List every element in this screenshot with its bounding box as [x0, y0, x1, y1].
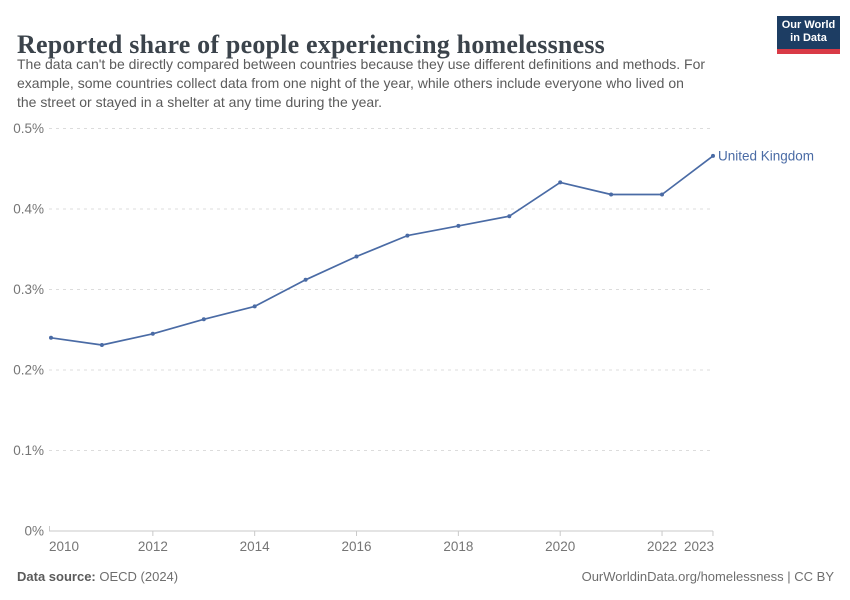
x-axis-tick-label: 2016: [341, 539, 371, 554]
x-axis-tick-label: 2012: [138, 539, 168, 554]
subtitle-line: example, some countries collect data fro…: [17, 75, 684, 91]
subtitle-line: The data can't be directly compared betw…: [17, 56, 706, 72]
y-axis-tick-label: 0.1%: [13, 443, 44, 458]
y-axis-tick-label: 0.5%: [13, 121, 44, 136]
line-series: [50, 155, 714, 346]
owid-logo: Our World in Data: [777, 16, 840, 54]
subtitle-line: the street or stayed in a shelter at any…: [17, 94, 382, 110]
data-point: [252, 304, 257, 309]
x-axis-tick-label: 2018: [443, 539, 473, 554]
data-source-value: OECD (2024): [95, 569, 179, 584]
owid-logo-line1: Our World: [781, 19, 836, 31]
data-point: [660, 192, 664, 197]
y-axis-tick-label: 0.4%: [13, 202, 44, 217]
data-point: [405, 233, 410, 238]
data-point: [711, 153, 715, 158]
owid-url-link[interactable]: OurWorldinData.org/homelessness | CC BY: [581, 569, 834, 584]
data-point: [201, 317, 206, 322]
x-axis-tick-label: 2020: [545, 539, 575, 554]
data-point: [49, 335, 53, 340]
x-axis-tick-label: 2022: [647, 539, 677, 554]
owid-logo-line2: in Data: [790, 32, 827, 44]
data-point: [558, 180, 563, 185]
y-axis-tick-label: 0.2%: [13, 363, 44, 378]
y-axis-tick-label: 0.3%: [13, 282, 44, 297]
data-point: [99, 343, 104, 347]
data-point: [303, 277, 308, 282]
data-source-label: Data source:: [17, 569, 96, 584]
chart-subtitle: The data can't be directly compared betw…: [17, 55, 762, 112]
data-point: [507, 214, 512, 219]
y-axis-tick-label: 0%: [24, 524, 44, 539]
data-source: Data source: OECD (2024): [17, 569, 178, 584]
chart-title: Reported share of people experiencing ho…: [17, 30, 605, 60]
x-axis-tick-label: 2023: [684, 539, 714, 554]
x-axis-tick-label: 2014: [240, 539, 271, 554]
data-point: [609, 192, 614, 197]
data-point: [150, 331, 155, 336]
data-point: [456, 223, 461, 228]
series-end-label: United Kingdom: [718, 148, 814, 163]
data-point: [354, 254, 359, 259]
x-axis-tick-label: 2010: [49, 539, 79, 554]
